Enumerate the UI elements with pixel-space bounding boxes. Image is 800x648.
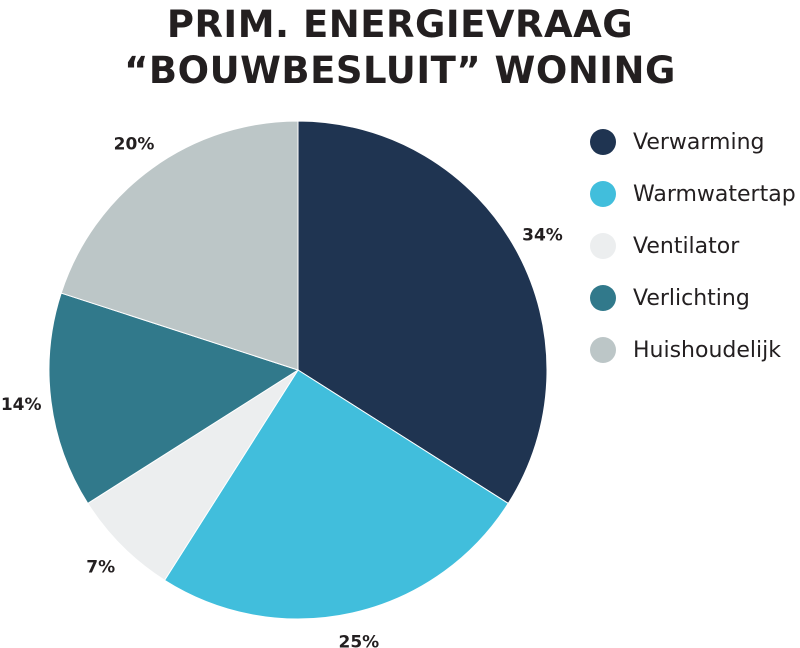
legend-label: Verlichting bbox=[633, 285, 750, 311]
legend-swatch-icon bbox=[590, 129, 616, 155]
legend-swatch-icon bbox=[590, 233, 616, 259]
pie-slice-warmwatertap bbox=[163, 369, 509, 620]
legend-label: Huishoudelijk bbox=[633, 337, 781, 363]
pie-slice-ventilator bbox=[87, 369, 299, 581]
pie-value-label-verwarming: 34% bbox=[522, 226, 563, 246]
pie-slice-verwarming bbox=[297, 120, 548, 505]
pie-value-label-ventilator: 7% bbox=[86, 557, 115, 577]
legend-item-huishoudelijk: Huishoudelijk bbox=[590, 324, 796, 376]
legend-label: Ventilator bbox=[633, 233, 740, 259]
legend: Verwarming Warmwatertap Ventilator Verlicht… bbox=[590, 116, 796, 376]
pie-value-label-huishoudelijk: 20% bbox=[114, 134, 155, 154]
legend-swatch-icon bbox=[590, 285, 616, 311]
legend-item-ventilator: Ventilator bbox=[590, 220, 796, 272]
chart-title: PRIM. ENERGIEVRAAG “BOUWBESLUIT” WONING bbox=[0, 2, 800, 94]
legend-swatch-icon bbox=[590, 181, 616, 207]
legend-item-warmwatertap: Warmwatertap bbox=[590, 168, 796, 220]
pie-slice-huishoudelijk bbox=[60, 120, 299, 371]
legend-item-verlichting: Verlichting bbox=[590, 272, 796, 324]
pie-value-labels: 34% 25% 7% 14% 20% bbox=[1, 134, 563, 648]
chart-title-line-2: “BOUWBESLUIT” WONING bbox=[124, 49, 676, 92]
legend-swatch-icon bbox=[590, 337, 616, 363]
pie-value-label-verlichting: 14% bbox=[1, 395, 42, 415]
chart-title-line-1: PRIM. ENERGIEVRAAG bbox=[166, 3, 634, 46]
legend-item-verwarming: Verwarming bbox=[590, 116, 796, 168]
pie-slices bbox=[48, 120, 548, 620]
pie-slice-verlichting bbox=[48, 292, 300, 505]
legend-label: Verwarming bbox=[633, 129, 765, 155]
legend-label: Warmwatertap bbox=[633, 181, 796, 207]
pie-value-label-warmwatertap: 25% bbox=[339, 632, 380, 648]
